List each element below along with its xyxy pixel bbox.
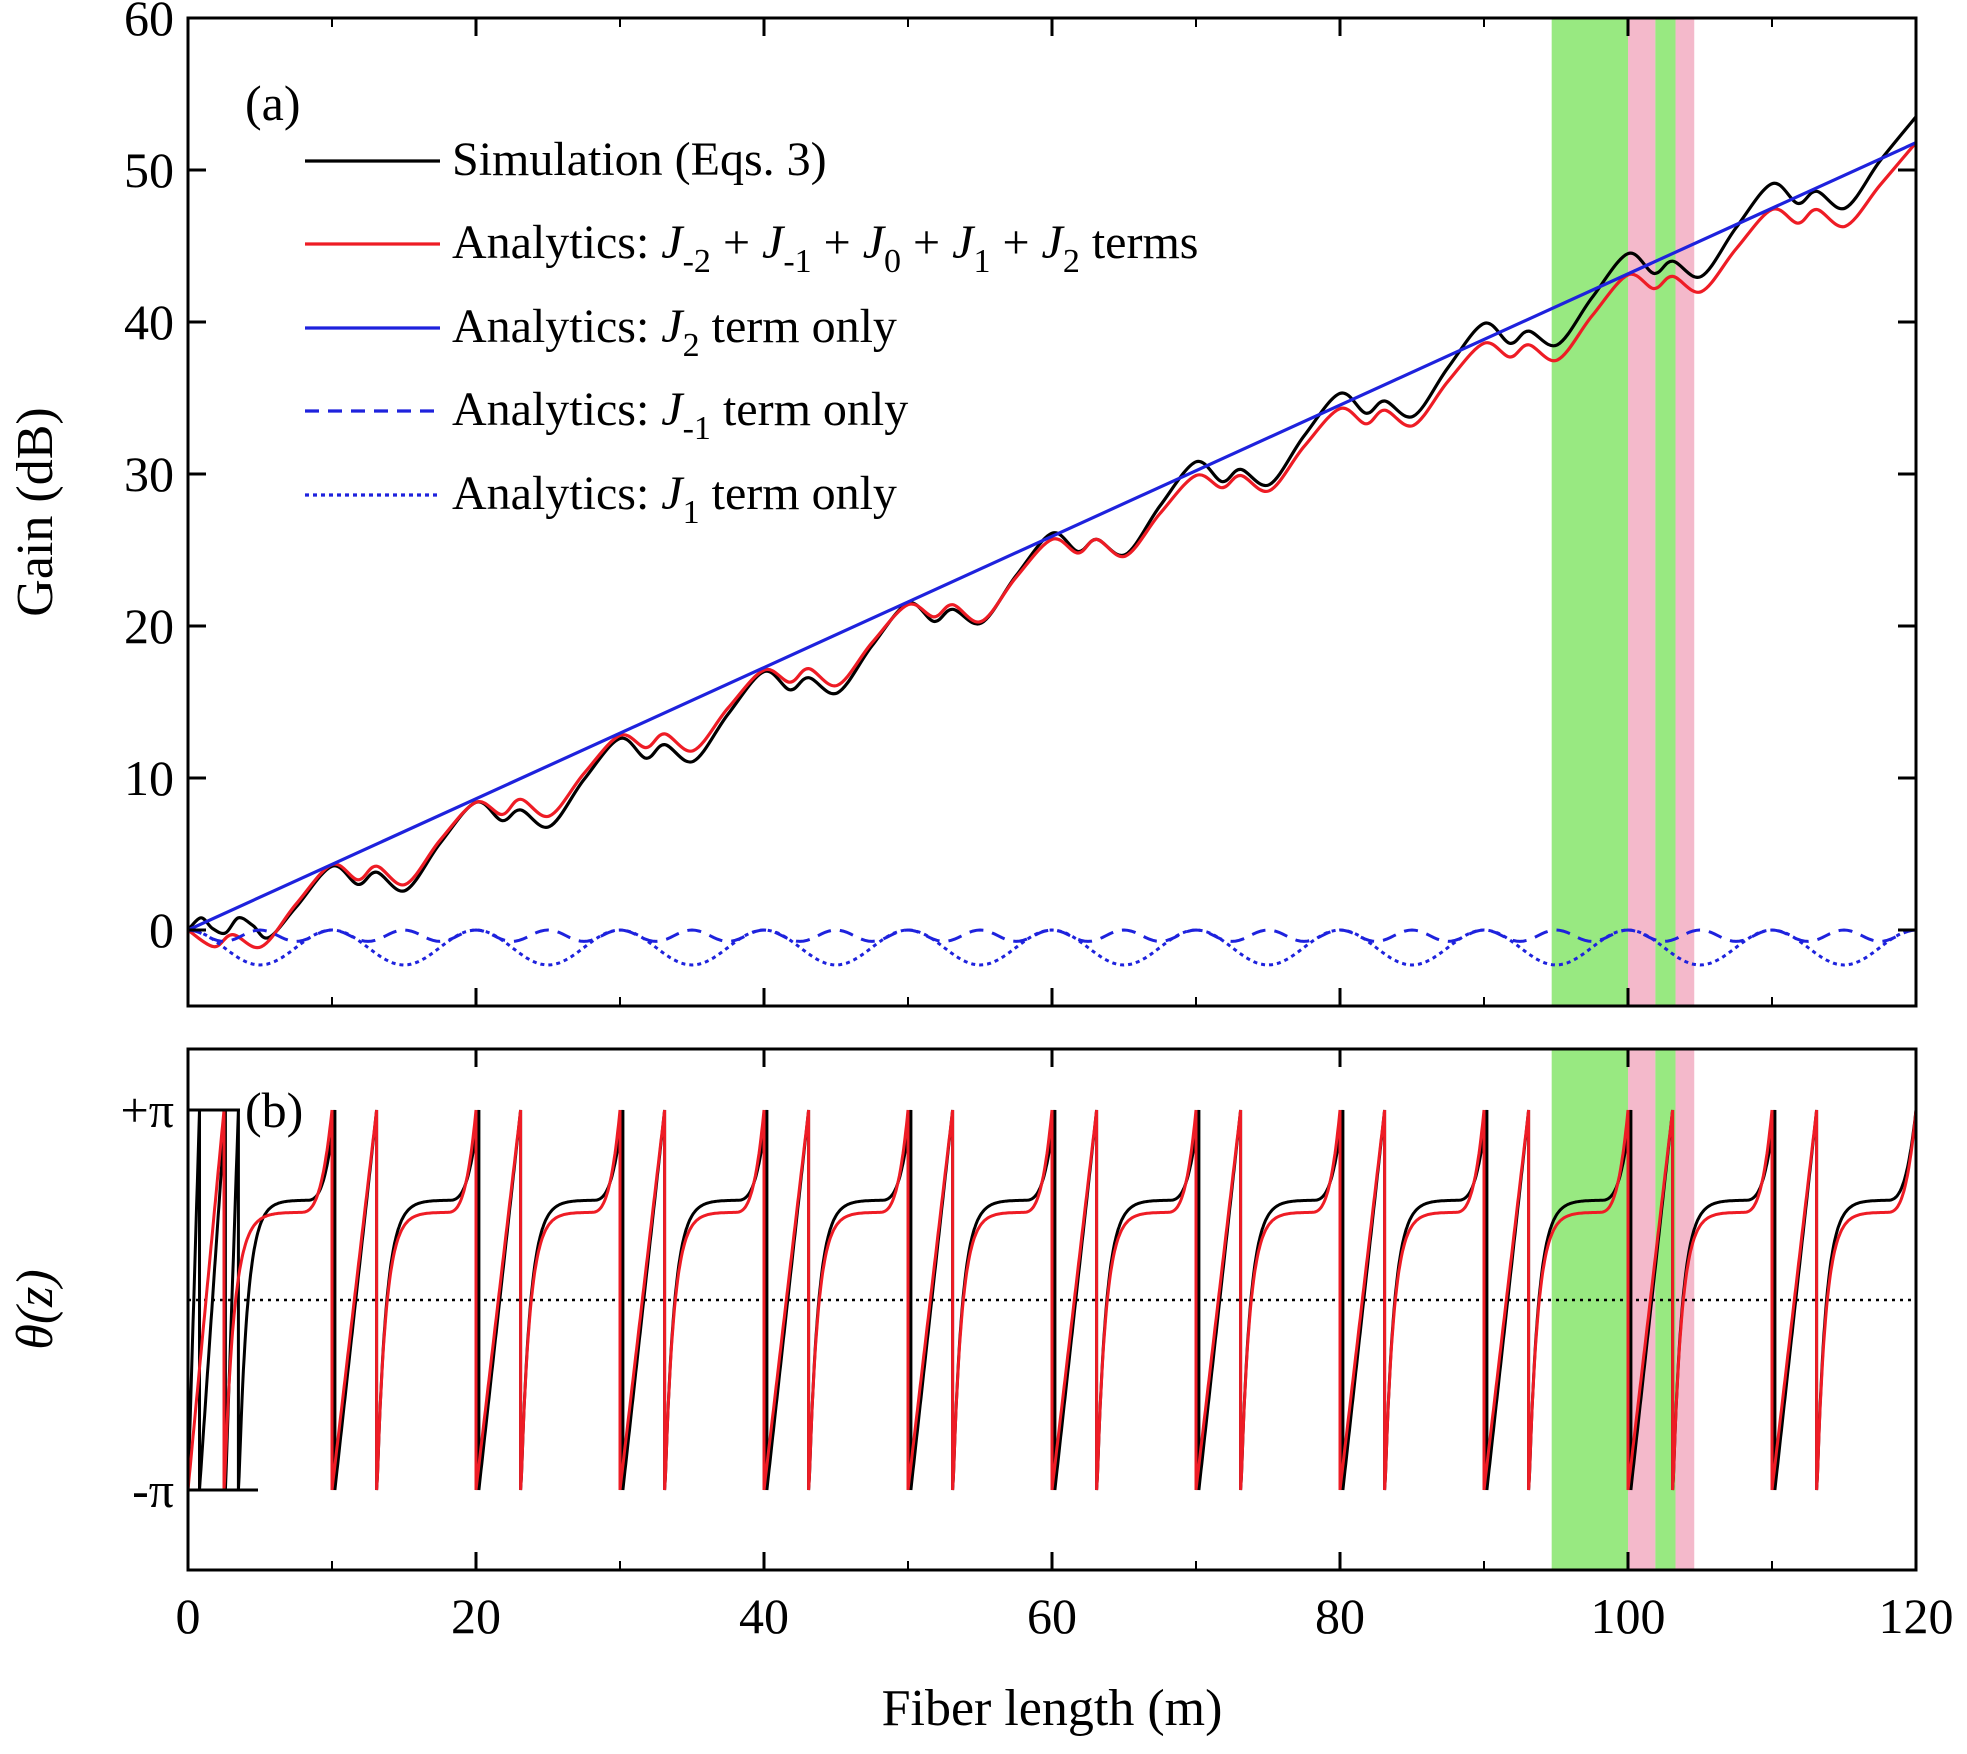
- legend-text-post: term only: [700, 467, 897, 520]
- legend-term-subscript: 1: [973, 243, 990, 280]
- panel-b-shaded-region-3: [1655, 1049, 1676, 1570]
- legend-text: Analytics:: [452, 467, 661, 520]
- panel-a-series: [188, 115, 1916, 967]
- panel-a-shaded-region-1: [1551, 18, 1628, 1006]
- legend-term-subscript: -1: [683, 410, 711, 447]
- y-tick-label: 30: [124, 446, 174, 502]
- legend-text: Analytics:: [452, 216, 661, 269]
- legend-text: Analytics:: [452, 300, 661, 353]
- legend-plus: +: [990, 216, 1041, 269]
- legend-term-symbol: J: [762, 216, 786, 269]
- legend-term-subscript: 0: [884, 243, 901, 280]
- legend-term-symbol: J: [661, 467, 685, 520]
- series-line-analytics_Jm1: [188, 928, 1916, 943]
- legend-entry-analytics_Jm1: Analytics: J-1​ term only: [452, 383, 908, 447]
- legend-term-symbol: J: [661, 216, 685, 269]
- legend-term-symbol: J: [661, 383, 685, 436]
- y-tick-label: 60: [124, 0, 174, 46]
- legend-text-post: term only: [711, 383, 908, 436]
- panel-a-shaded-region-3: [1655, 18, 1676, 1006]
- legend-text-post: terms: [1080, 216, 1199, 269]
- legend-term-subscript: -2: [683, 243, 711, 280]
- legend-plus: +: [901, 216, 952, 269]
- series-line-analytics_J2: [188, 141, 1916, 932]
- y-tick-label: +π: [121, 1082, 174, 1138]
- legend-text: Analytics:: [452, 383, 661, 436]
- series-line-phase_ana: [188, 1109, 1916, 1491]
- x-tick-label: 60: [1027, 1588, 1077, 1644]
- x-tick-label: 0: [176, 1588, 201, 1644]
- y-tick-label: 40: [124, 294, 174, 350]
- x-axis-label-fiber-length: Fiber length (m): [882, 1680, 1223, 1737]
- legend-entry-analytics_J_sum: Analytics: J-2​ + J-1​ + J0​ + J1​ + J2​…: [452, 216, 1198, 280]
- y-tick-label: 0: [149, 902, 174, 958]
- panel-a-shaded-region-4: [1675, 18, 1695, 1006]
- y-tick-label: 50: [124, 142, 174, 198]
- y-tick-label: -π: [132, 1462, 174, 1518]
- panel-b-shaded-region-4: [1675, 1049, 1695, 1570]
- x-tick-label: 40: [739, 1588, 789, 1644]
- panel-b-series: [188, 1109, 1916, 1491]
- panel-label-a: (a): [245, 75, 301, 131]
- legend: Simulation (Eqs. 3) Analytics: J-2​ + J-1…: [305, 133, 1198, 531]
- y-axis-label-theta: θ(z): [7, 1269, 64, 1349]
- legend-entry-analytics_J2: Analytics: J2​ term only: [452, 300, 897, 364]
- x-tick-label: 120: [1879, 1588, 1954, 1644]
- legend-term-subscript: -1: [783, 243, 811, 280]
- y-tick-label: 20: [124, 598, 174, 654]
- legend-plus: +: [812, 216, 863, 269]
- series-line-analytics_J1: [188, 928, 1916, 967]
- y-tick-label: 10: [124, 750, 174, 806]
- x-tick-label: 20: [451, 1588, 501, 1644]
- legend-plus: +: [711, 216, 762, 269]
- legend-text-post: term only: [700, 300, 897, 353]
- y-axis-label-gain: Gain (dB): [7, 407, 64, 616]
- legend-term-symbol: J: [952, 216, 976, 269]
- panel-b-shaded-region-1: [1551, 1049, 1628, 1570]
- legend-term-symbol: J: [1042, 216, 1066, 269]
- panel-label-b-bg: [240, 1080, 325, 1136]
- legend-term-subscript: 1: [683, 494, 700, 531]
- legend-term-subscript: 2: [683, 327, 700, 364]
- panel-label-b: (b): [245, 1082, 303, 1138]
- panel-b: +π -π 0 20 40 60 80 100 120 Fiber length (m) θ(z) (…: [7, 1047, 1954, 1737]
- legend-term-symbol: J: [661, 300, 685, 353]
- legend-entry-analytics_J1: Analytics: J1​ term only: [452, 467, 897, 531]
- legend-text: Simulation (Eqs. 3): [452, 133, 827, 186]
- x-tick-label: 80: [1315, 1588, 1365, 1644]
- x-tick-label: 100: [1591, 1588, 1666, 1644]
- legend-term-subscript: 2: [1063, 243, 1080, 280]
- panel-a-shaded-region-2: [1628, 18, 1656, 1006]
- legend-term-symbol: J: [863, 216, 887, 269]
- legend-entry-full_simulation: Simulation (Eqs. 3): [452, 133, 827, 186]
